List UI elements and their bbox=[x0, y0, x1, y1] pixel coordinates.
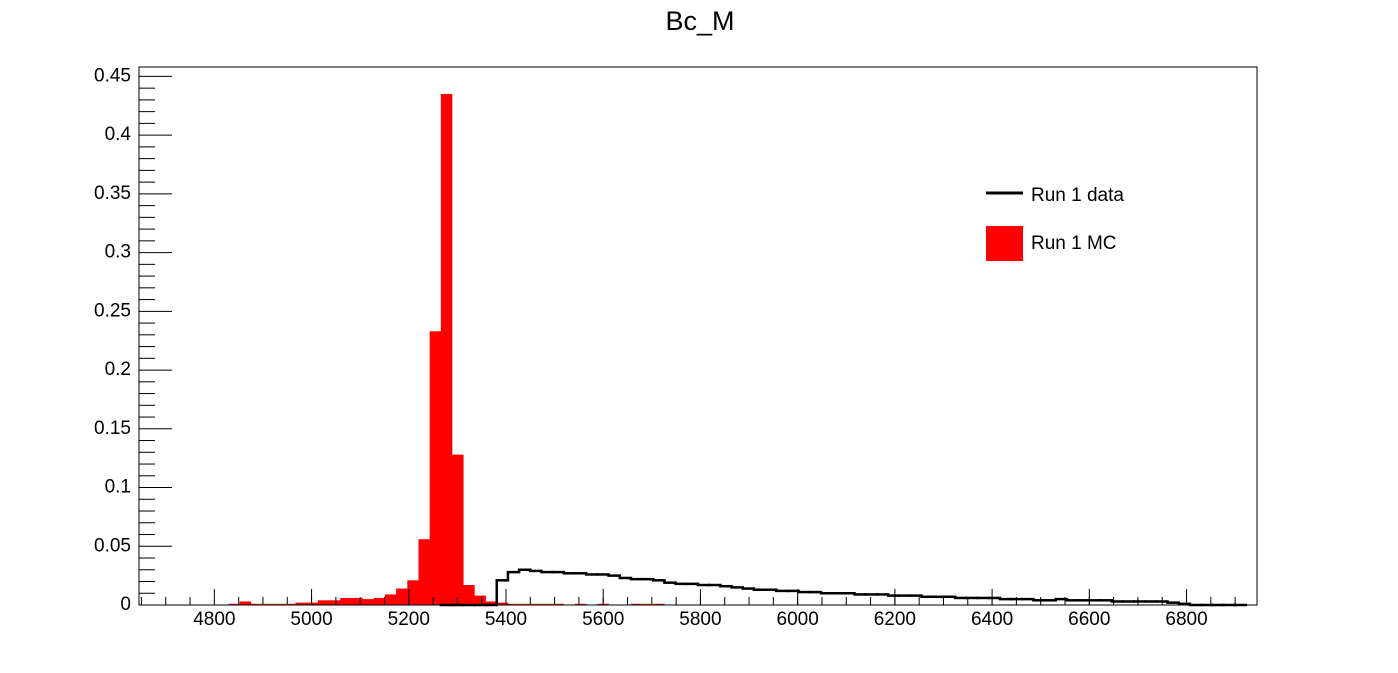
bar bbox=[384, 594, 397, 605]
x-tick-label: 4800 bbox=[193, 609, 235, 630]
x-tick-label: 6200 bbox=[874, 609, 916, 630]
bar bbox=[485, 601, 498, 605]
bar bbox=[519, 603, 531, 605]
y-tick-label: 0.4 bbox=[105, 124, 132, 145]
chart-title: Bc_M bbox=[665, 6, 734, 36]
x-tick-label: 5200 bbox=[388, 609, 430, 630]
legend-label: Run 1 data bbox=[1031, 185, 1124, 206]
x-tick-label: 6600 bbox=[1068, 609, 1110, 630]
bar bbox=[284, 603, 296, 605]
bar bbox=[228, 603, 240, 605]
x-tick-label: 6800 bbox=[1165, 609, 1207, 630]
bar bbox=[474, 595, 486, 605]
bar bbox=[463, 585, 475, 605]
bar bbox=[507, 603, 520, 605]
x-tick-label: 6400 bbox=[971, 609, 1013, 630]
bar bbox=[396, 588, 408, 605]
bar bbox=[351, 597, 363, 605]
bar bbox=[362, 599, 375, 605]
bar bbox=[642, 603, 654, 605]
bar bbox=[340, 597, 352, 605]
x-tick-label: 5800 bbox=[679, 609, 721, 630]
y-tick-label: 0.2 bbox=[105, 359, 131, 380]
bar bbox=[530, 603, 542, 605]
bar bbox=[317, 600, 330, 605]
bar bbox=[653, 603, 665, 605]
bar bbox=[496, 602, 509, 605]
y-tick-label: 0.45 bbox=[94, 65, 131, 86]
bar bbox=[552, 603, 565, 605]
y-tick-label: 0.25 bbox=[94, 300, 131, 321]
bar bbox=[261, 603, 274, 605]
legend-swatch bbox=[986, 226, 1023, 261]
y-tick-label: 0.1 bbox=[105, 477, 131, 498]
bar bbox=[429, 331, 442, 605]
x-tick-label: 6000 bbox=[777, 609, 819, 630]
x-tick-label: 5600 bbox=[582, 609, 624, 630]
bar bbox=[418, 539, 430, 605]
bar bbox=[630, 603, 643, 605]
bar bbox=[575, 603, 587, 605]
y-tick-label: 0.05 bbox=[94, 535, 131, 556]
bar bbox=[407, 580, 419, 605]
plot-frame bbox=[138, 66, 1258, 606]
y-tick-label: 0.3 bbox=[105, 242, 131, 263]
x-tick-label: 5000 bbox=[290, 609, 332, 630]
bar bbox=[373, 597, 386, 605]
y-tick-label: 0.15 bbox=[94, 418, 131, 439]
bar bbox=[541, 603, 553, 605]
bar bbox=[273, 603, 285, 605]
bar bbox=[295, 602, 307, 605]
bar bbox=[440, 94, 453, 606]
x-tick-label: 5400 bbox=[485, 609, 527, 630]
bar bbox=[452, 454, 464, 605]
bar bbox=[250, 603, 263, 605]
legend-label: Run 1 MC bbox=[1031, 233, 1117, 254]
bar bbox=[306, 602, 319, 605]
y-tick-label: 0 bbox=[120, 594, 131, 615]
bar bbox=[239, 601, 252, 605]
bar bbox=[329, 600, 341, 605]
y-tick-label: 0.35 bbox=[94, 183, 131, 204]
